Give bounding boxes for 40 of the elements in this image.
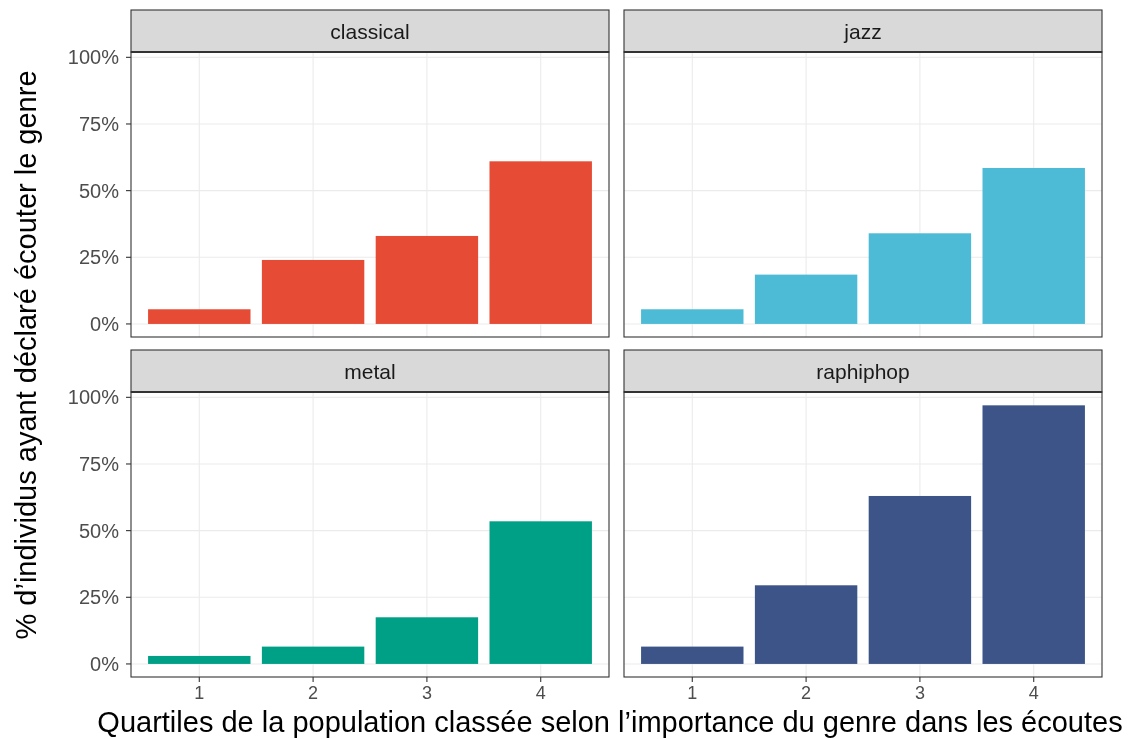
x-tick-label: 4: [1028, 683, 1039, 703]
y-tick-label: 0%: [90, 652, 120, 675]
bar: [375, 235, 479, 324]
x-tick-label: 3: [914, 683, 925, 703]
bar: [868, 233, 972, 324]
y-tick-label: 100%: [67, 386, 120, 409]
bar: [982, 405, 1085, 664]
x-axis-title: Quartiles de la population classée selon l’importance du genre dans les écoutes: [97, 706, 1123, 738]
bar: [489, 161, 592, 324]
x-tick-label: 1: [687, 683, 698, 703]
bar: [375, 617, 479, 664]
y-tick-label: 75%: [78, 452, 120, 475]
y-axis-title: % d’individus ayant déclaré écouter le genre: [10, 70, 42, 640]
y-tick-label: 25%: [78, 586, 120, 609]
y-tick-label: 75%: [78, 112, 120, 135]
y-tick-label: 0%: [90, 312, 120, 335]
bar: [982, 167, 1085, 324]
x-tick-label: 4: [535, 683, 546, 703]
bar: [489, 521, 592, 664]
y-tick-label: 25%: [78, 246, 120, 269]
chart-title: classical: [330, 19, 410, 43]
bar: [754, 274, 858, 324]
y-tick-label: 50%: [78, 179, 120, 202]
bar: [754, 585, 858, 664]
bar: [868, 495, 972, 664]
y-tick-label: 100%: [67, 46, 120, 69]
bar: [641, 309, 744, 324]
bar: [148, 655, 251, 664]
x-tick-label: 3: [421, 683, 432, 703]
x-tick-label: 1: [194, 683, 205, 703]
x-tick-label: 2: [308, 683, 319, 703]
chart-title: jazz: [843, 19, 882, 43]
chart-title: metal: [344, 359, 396, 383]
x-tick-label: 2: [801, 683, 812, 703]
bar: [261, 259, 365, 324]
y-tick-label: 50%: [78, 519, 120, 542]
chart-title: raphiphop: [816, 359, 910, 383]
bar: [261, 646, 365, 664]
bar: [641, 646, 744, 664]
bar: [148, 309, 251, 324]
